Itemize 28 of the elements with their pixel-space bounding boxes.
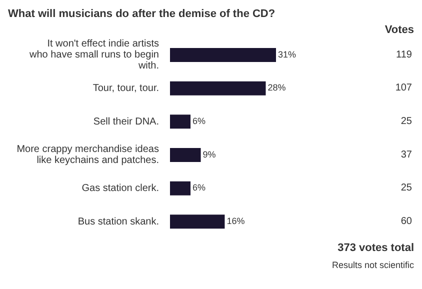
y-tick-label: Bus station skank. <box>78 216 159 227</box>
text: 107 <box>395 82 412 94</box>
data-label: 28% <box>268 82 286 93</box>
chart-title: What will musicians do after the demise of the CD? <box>8 8 276 22</box>
bar <box>170 114 191 129</box>
data-label: 6% <box>192 182 206 193</box>
bar <box>170 181 191 196</box>
y-tick-label: More crappy merchandise ideas like keychains and patches. <box>16 144 159 166</box>
text: 37 <box>400 149 412 160</box>
text: 25 <box>400 116 412 127</box>
text: 25 <box>400 182 412 194</box>
y-tick-label: It won't effect indie artists who have small runs to begin with. <box>28 38 159 72</box>
bar <box>170 214 225 229</box>
y-tick-label: Tour, tour, tour. <box>92 82 159 94</box>
data-label: 31% <box>278 49 296 60</box>
bar <box>170 48 276 62</box>
data-label: 9% <box>202 149 216 160</box>
y-tick-label: Sell their DNA. <box>93 116 159 127</box>
text: 60 <box>400 216 412 227</box>
bar <box>170 148 201 162</box>
data-label: 6% <box>192 116 206 126</box>
bar <box>170 81 266 96</box>
text: Results not scientific <box>330 260 414 270</box>
text: 119 <box>396 49 412 60</box>
text: 373 votes total <box>336 242 414 254</box>
y-tick-label: Gas station clerk. <box>82 182 159 194</box>
text: Votes <box>384 24 414 38</box>
data-label: 16% <box>226 216 245 226</box>
